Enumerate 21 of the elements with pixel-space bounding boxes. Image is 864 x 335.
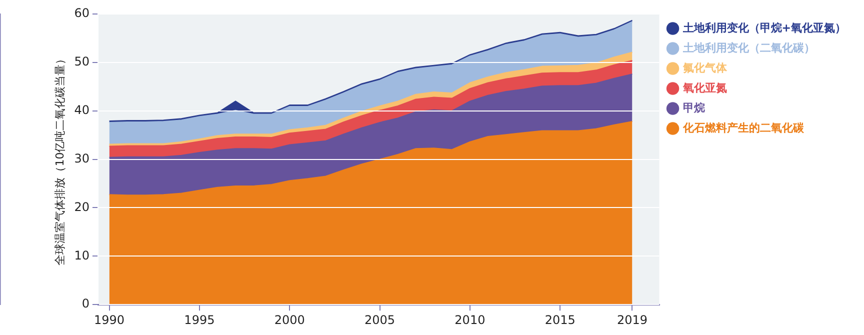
- x-tick-label: 1990: [94, 312, 125, 327]
- y-tick-label: 10: [74, 248, 90, 262]
- x-tick-label: 1995: [184, 312, 215, 327]
- legend-label: 化石燃料产生的二氧化碳: [682, 121, 805, 134]
- x-tick-label: 2005: [364, 312, 396, 327]
- y-tick-label: 20: [74, 200, 90, 214]
- y-axis-title: 全球温室气体排放（10亿吨二氧化碳当量）: [53, 53, 66, 266]
- x-tick-label: 2015: [544, 312, 576, 327]
- y-tick-label: 0: [82, 296, 90, 311]
- y-tick-label: 40: [74, 102, 90, 117]
- y-tick-label: 50: [74, 54, 90, 69]
- legend-label: 土地利用变化（二氧化碳）: [682, 41, 815, 54]
- x-tick-label: 2010: [454, 312, 486, 327]
- x-tick-label: 2019: [616, 312, 648, 327]
- legend-label: 氟化气体: [682, 61, 728, 74]
- x-tick-label: 2000: [274, 312, 305, 327]
- legend-label: 土地利用变化（甲烷+氧化亚氮）: [682, 21, 846, 34]
- y-tick-label: 60: [74, 6, 90, 20]
- y-tick-label: 30: [74, 151, 90, 166]
- legend-label: 氧化亚氮: [682, 81, 727, 94]
- legend-label: 甲烷: [682, 101, 705, 114]
